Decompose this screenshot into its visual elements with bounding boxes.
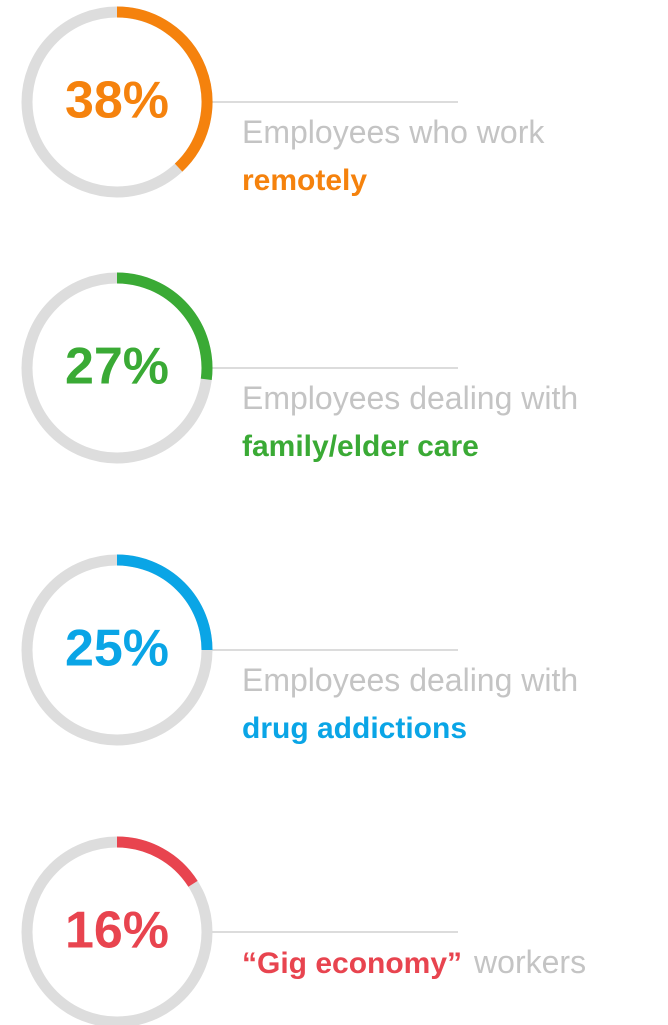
- description-highlight: “Gig economy”: [242, 947, 462, 980]
- description: Employees who work: [242, 114, 545, 150]
- percent-label: 16%: [65, 902, 169, 960]
- description: family/elder care: [242, 430, 479, 463]
- percent-label: 25%: [65, 620, 169, 678]
- description-highlight: drug addictions: [242, 712, 467, 745]
- description-text: workers: [473, 944, 586, 980]
- description-text: Employees dealing with: [242, 380, 578, 416]
- description-text: Employees dealing with: [242, 662, 578, 698]
- ring-arc: [116, 554, 213, 651]
- ring-arc: [116, 272, 213, 380]
- description: remotely: [242, 164, 367, 197]
- description-text: Employees who work: [242, 114, 545, 150]
- description-highlight: family/elder care: [242, 430, 479, 463]
- description: drug addictions: [242, 712, 467, 745]
- percent-label: 38%: [65, 72, 169, 130]
- description: Employees dealing with: [242, 662, 578, 698]
- ring-arc: [116, 836, 198, 887]
- ring-arc: [116, 6, 213, 172]
- description: Employees dealing with: [242, 380, 578, 416]
- description-highlight: remotely: [242, 164, 367, 197]
- description: “Gig economy” workers: [242, 944, 586, 980]
- percent-label: 27%: [65, 338, 169, 396]
